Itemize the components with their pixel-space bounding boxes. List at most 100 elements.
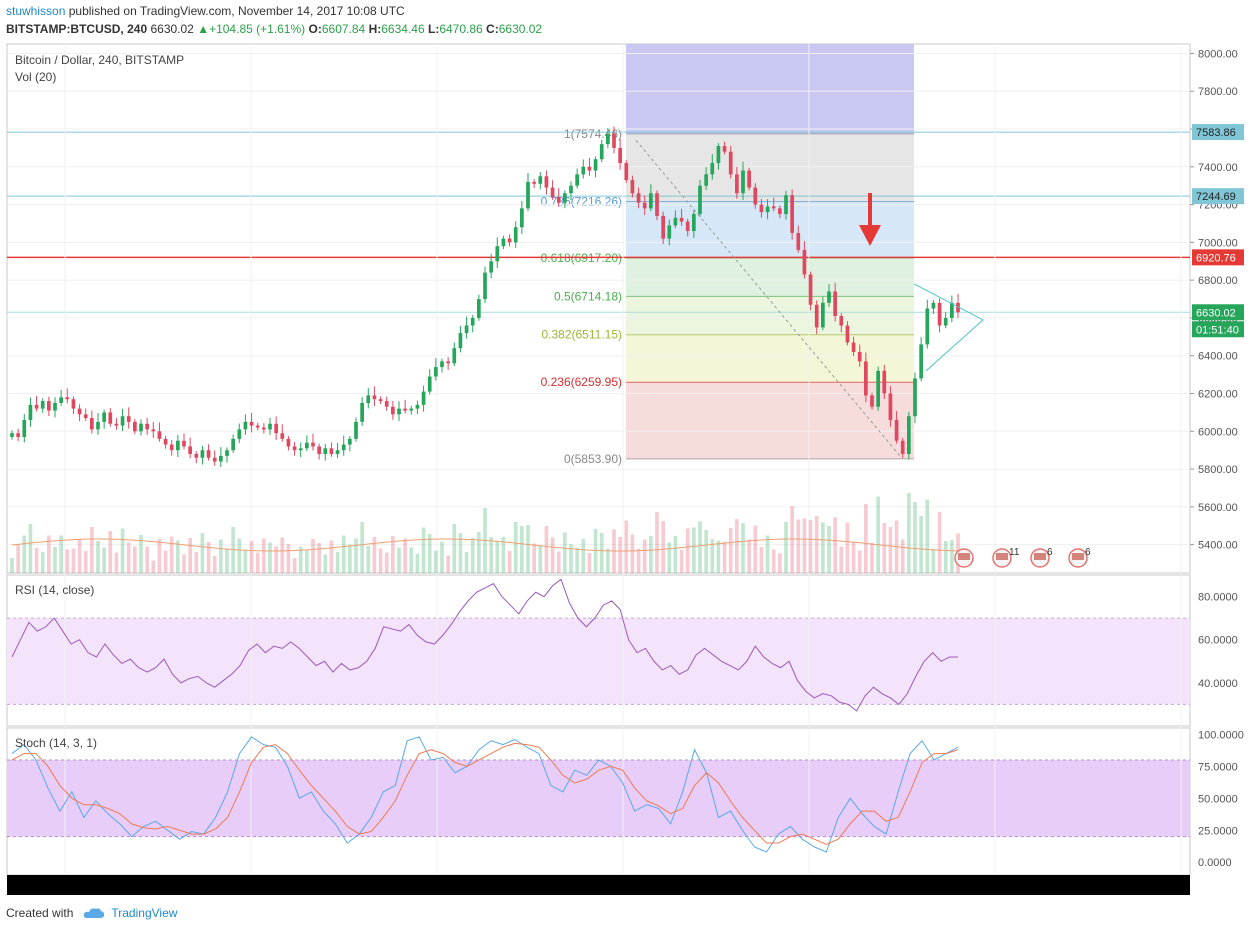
candle-body: [593, 159, 598, 171]
volume-bar: [839, 546, 844, 573]
candle-body: [126, 416, 131, 422]
candle-body: [919, 344, 923, 379]
candle-body: [139, 423, 143, 432]
price-tag: [1192, 124, 1244, 141]
volume-bar: [452, 524, 457, 573]
volume-bar: [599, 533, 604, 573]
volume-bar: [458, 533, 463, 573]
volume-bar: [796, 519, 801, 573]
volume-bar: [65, 549, 70, 573]
candle-body: [464, 325, 469, 334]
volume-bar: [900, 539, 905, 573]
candle-body: [10, 433, 14, 437]
volume-bar: [311, 539, 315, 573]
low-value: 6470.86: [439, 22, 483, 36]
volume-bar: [446, 555, 450, 573]
candle-body: [114, 423, 119, 426]
volume-bar: [194, 552, 199, 573]
volume-bar: [655, 512, 659, 573]
candle-body: [40, 401, 45, 409]
volume-bar: [477, 532, 481, 573]
event-count: 6: [1085, 547, 1091, 558]
volume-bar: [243, 550, 248, 573]
y-tick-label: 6800.00: [1198, 275, 1238, 287]
candle-body: [169, 444, 174, 451]
candle-body: [378, 399, 383, 402]
volume-bar: [34, 548, 39, 573]
candle-body: [403, 408, 407, 411]
candle-body: [765, 206, 770, 213]
candle-body: [335, 450, 340, 454]
price-tag: [1192, 188, 1244, 205]
candle-body: [937, 302, 942, 326]
y-tick-label: 6400.00: [1198, 351, 1238, 363]
candle-body: [286, 438, 291, 447]
candle-body: [262, 427, 266, 430]
volume-bar: [225, 548, 229, 573]
candle-body: [194, 453, 199, 458]
fib-label: 0.382(6511.15): [541, 328, 622, 342]
author-link[interactable]: stuwhisson: [6, 4, 66, 18]
candle-body: [778, 208, 782, 215]
volume-bar: [182, 554, 186, 573]
candle-body: [434, 367, 438, 377]
volume-bar: [403, 538, 407, 573]
vol-pane-title: Vol (20): [15, 70, 56, 84]
volume-bar: [262, 538, 266, 573]
volume-bar: [501, 537, 506, 573]
volume-bar: [384, 552, 389, 573]
volume-bar: [704, 530, 708, 573]
candle-body: [894, 419, 899, 441]
candle-body: [489, 261, 493, 273]
volume-bar: [778, 553, 782, 573]
candle-body: [22, 419, 27, 437]
volume-bar: [59, 535, 63, 573]
candle-body: [900, 440, 905, 454]
candle-body: [753, 187, 758, 205]
volume-bar: [71, 548, 76, 573]
candle-body: [870, 395, 874, 407]
candle-body: [495, 246, 500, 262]
volume-bar: [157, 539, 162, 573]
y-tick-label: 8000.00: [1198, 48, 1238, 60]
candle-body: [630, 180, 635, 194]
candle-body: [360, 402, 364, 422]
candle-body: [814, 304, 819, 328]
candle-body: [90, 418, 94, 430]
event-count: 6: [1047, 547, 1053, 558]
flag-stripes: [958, 553, 970, 560]
volume-bar: [851, 541, 856, 573]
tradingview-link[interactable]: TradingView: [111, 906, 178, 920]
volume-bar: [90, 527, 94, 573]
candle-body: [47, 401, 51, 411]
candle-body: [784, 195, 788, 215]
candle-body: [710, 163, 715, 175]
volume-bar: [126, 542, 131, 573]
candle-body: [741, 170, 745, 194]
volume-bar: [698, 521, 702, 573]
stoch-tick-label: 100.0000: [1198, 729, 1244, 741]
rsi-tick-label: 60.0000: [1198, 635, 1238, 647]
volume-bar: [139, 535, 143, 573]
volume-bar: [870, 543, 874, 573]
candle-body: [133, 421, 137, 432]
candle-body: [882, 370, 887, 394]
volume-bar: [16, 544, 20, 573]
candle-body: [556, 197, 561, 203]
candle-body: [329, 448, 334, 454]
candle-body: [108, 412, 113, 424]
y-tick-label: 7400.00: [1198, 162, 1238, 174]
y-tick-label: 6200.00: [1198, 389, 1238, 401]
volume-bar: [360, 522, 364, 573]
price-tag: [1192, 304, 1244, 321]
candle-body: [612, 133, 616, 148]
candle-body: [888, 393, 893, 420]
candle-body: [507, 238, 512, 243]
candle-body: [550, 187, 555, 198]
candle-body: [470, 317, 475, 326]
candle-body: [747, 170, 751, 188]
volume-bar: [96, 541, 100, 573]
main-pane: [6, 43, 1191, 574]
volume-bar: [618, 537, 622, 573]
